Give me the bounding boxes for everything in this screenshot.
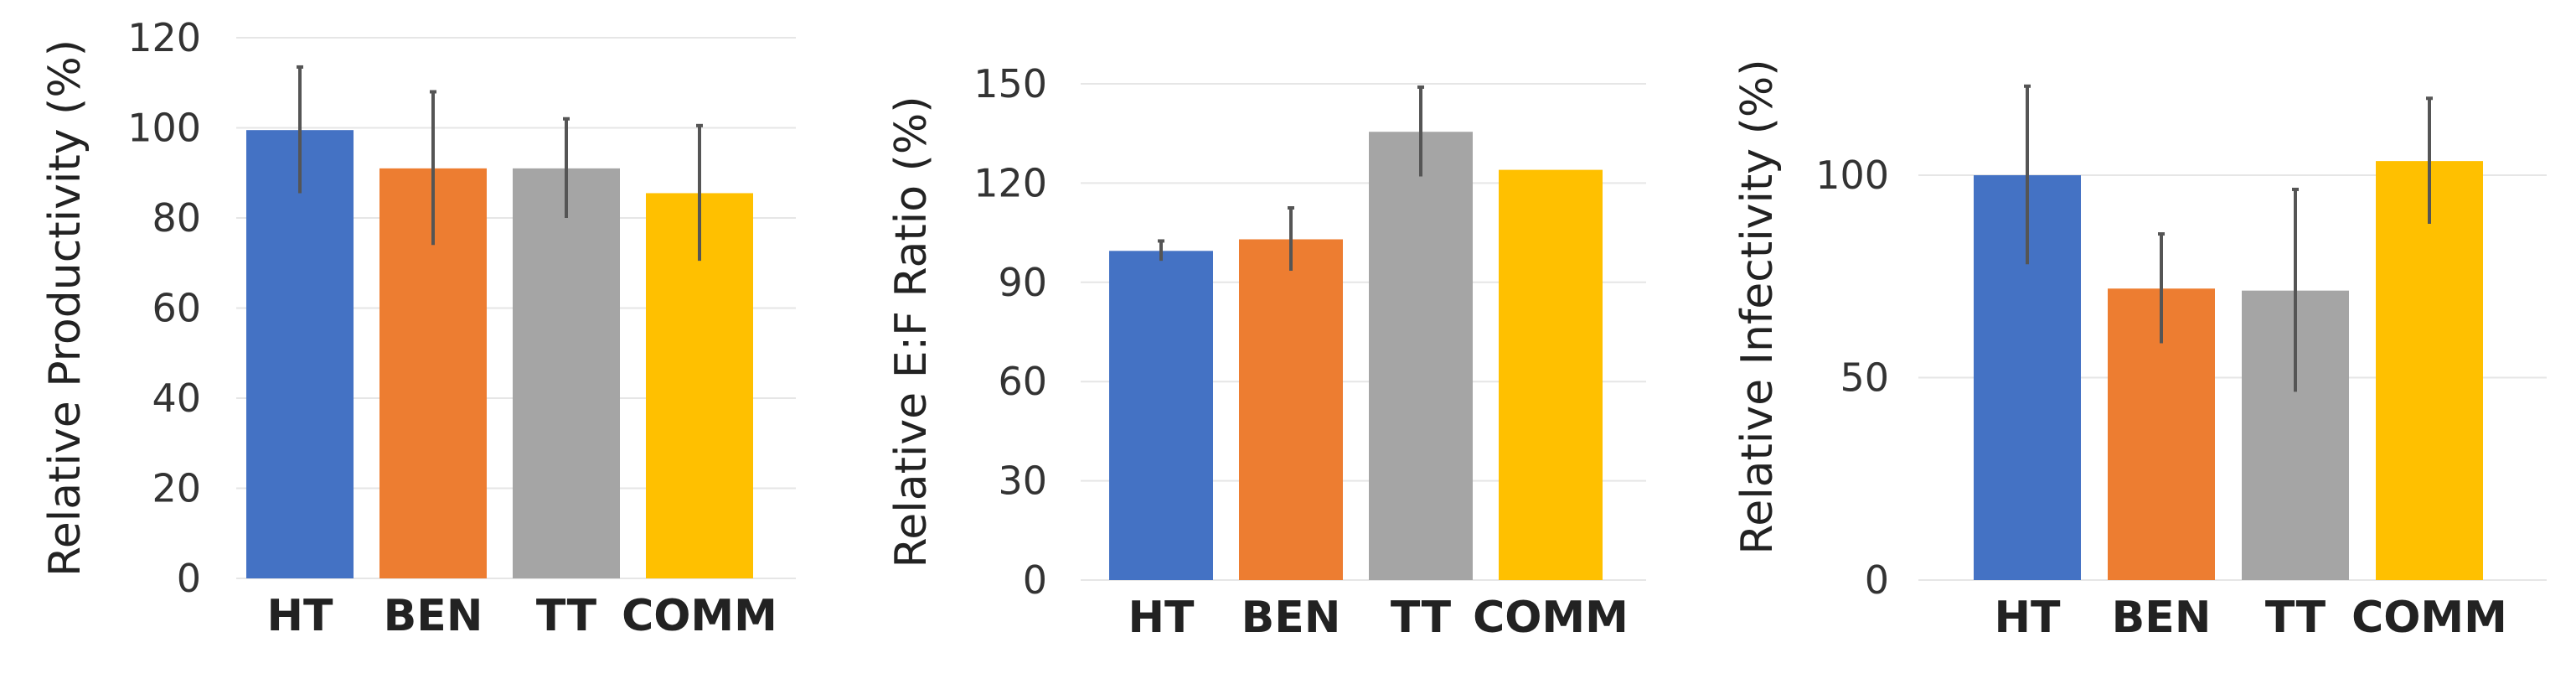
x-tick-label: COMM xyxy=(1473,593,1629,643)
x-tick-label: COMM xyxy=(622,591,777,641)
y-tick-label: 60 xyxy=(152,286,201,331)
bar-comm xyxy=(2376,161,2483,580)
y-axis-label: Relative Infectivity (%) xyxy=(1732,59,1783,554)
x-tick-label: HT xyxy=(1995,593,2062,643)
bar-tt xyxy=(1369,132,1473,580)
x-tick-label: BEN xyxy=(1242,593,1341,643)
y-tick-label: 120 xyxy=(127,15,201,60)
x-tick-label: TT xyxy=(2265,593,2326,643)
bar-tt xyxy=(513,168,620,578)
y-tick-label: 0 xyxy=(1023,557,1047,603)
x-tick-label: TT xyxy=(536,591,597,641)
y-axis-label: Relative E:F Ratio (%) xyxy=(886,96,937,567)
y-tick-label: 120 xyxy=(973,160,1047,205)
x-tick-label: HT xyxy=(267,591,334,641)
bar-ht xyxy=(1109,251,1213,580)
bar-ben xyxy=(1239,239,1343,580)
x-tick-label: BEN xyxy=(2112,593,2212,643)
y-tick-label: 40 xyxy=(152,376,201,421)
y-tick-label: 0 xyxy=(1865,557,1889,603)
x-tick-label: TT xyxy=(1391,593,1452,643)
y-tick-label: 80 xyxy=(152,195,201,241)
y-tick-label: 30 xyxy=(998,459,1047,504)
bar-ht xyxy=(246,130,354,578)
y-tick-label: 60 xyxy=(998,359,1047,404)
bar-comm xyxy=(1499,169,1603,580)
y-tick-label: 90 xyxy=(998,260,1047,305)
x-tick-label: BEN xyxy=(384,591,483,641)
y-tick-label: 20 xyxy=(152,466,201,511)
y-tick-label: 50 xyxy=(1840,355,1889,401)
x-tick-label: COMM xyxy=(2351,593,2507,643)
y-tick-label: 100 xyxy=(1815,153,1889,198)
x-tick-label: HT xyxy=(1128,593,1195,643)
y-axis-label: Relative Productivity (%) xyxy=(40,39,90,577)
y-tick-label: 150 xyxy=(973,61,1047,106)
y-tick-label: 0 xyxy=(177,556,201,601)
y-tick-label: 100 xyxy=(127,106,201,151)
